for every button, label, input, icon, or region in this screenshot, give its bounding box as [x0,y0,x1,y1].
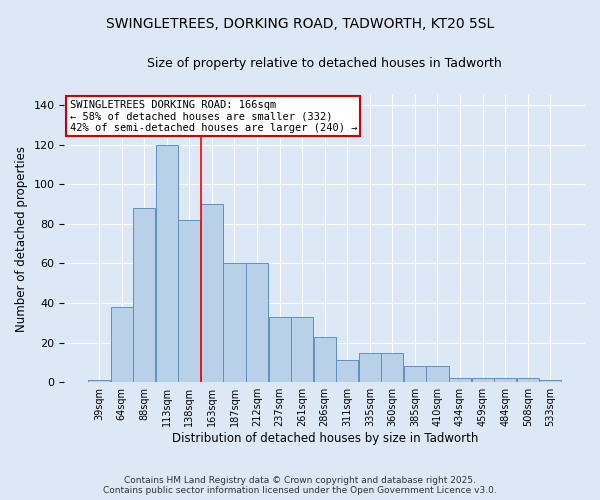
Bar [269,317,290,382]
Bar [382,352,403,382]
Bar [88,380,110,382]
Bar [291,317,313,382]
Bar [156,144,178,382]
Bar [404,366,426,382]
X-axis label: Distribution of detached houses by size in Tadworth: Distribution of detached houses by size … [172,432,478,445]
Bar [223,264,245,382]
Bar [336,360,358,382]
Bar [133,208,155,382]
Bar [494,378,516,382]
Bar [472,378,494,382]
Y-axis label: Number of detached properties: Number of detached properties [15,146,28,332]
Bar [178,220,200,382]
Bar [246,264,268,382]
Bar [201,204,223,382]
Text: Contains HM Land Registry data © Crown copyright and database right 2025.
Contai: Contains HM Land Registry data © Crown c… [103,476,497,495]
Bar [449,378,471,382]
Bar [359,352,381,382]
Text: SWINGLETREES, DORKING ROAD, TADWORTH, KT20 5SL: SWINGLETREES, DORKING ROAD, TADWORTH, KT… [106,18,494,32]
Title: Size of property relative to detached houses in Tadworth: Size of property relative to detached ho… [148,58,502,70]
Bar [110,307,133,382]
Bar [314,336,336,382]
Bar [517,378,539,382]
Text: SWINGLETREES DORKING ROAD: 166sqm
← 58% of detached houses are smaller (332)
42%: SWINGLETREES DORKING ROAD: 166sqm ← 58% … [70,100,357,133]
Bar [539,380,562,382]
Bar [427,366,449,382]
